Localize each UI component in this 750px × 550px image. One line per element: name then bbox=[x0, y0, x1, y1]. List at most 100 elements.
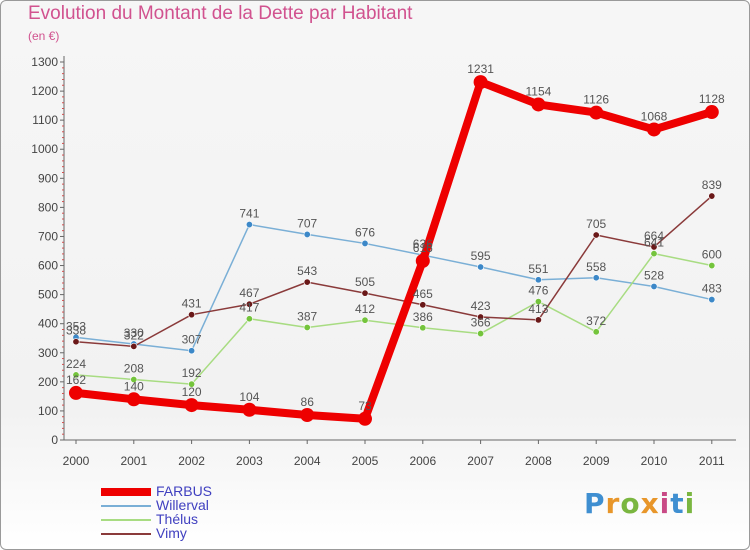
legend-label-vimy: Vimy bbox=[156, 525, 187, 541]
data-point-vimy bbox=[477, 313, 485, 321]
x-tick-label: 2011 bbox=[699, 454, 725, 468]
data-point-farbus bbox=[704, 105, 719, 120]
logo-letter: P bbox=[584, 487, 606, 520]
y-tick-label: 800 bbox=[38, 200, 58, 214]
data-label-vimy: 465 bbox=[413, 287, 433, 301]
logo-letter: i bbox=[659, 487, 671, 520]
series-farbus bbox=[69, 75, 719, 426]
data-label-willerval: 528 bbox=[644, 268, 664, 282]
data-label-farbus: 104 bbox=[239, 390, 259, 404]
data-label-willerval: 307 bbox=[182, 333, 202, 347]
data-labels: 162 140 120 104 86 73 616 1231 1154 1126 1068 1128 3… bbox=[66, 62, 725, 413]
data-point-vimy bbox=[245, 300, 253, 308]
data-point-farbus bbox=[647, 122, 661, 137]
legend-swatch-thelus bbox=[101, 519, 151, 521]
y-tick-label: 900 bbox=[38, 171, 58, 185]
data-label-thelus: 366 bbox=[471, 316, 491, 330]
data-point-thelus bbox=[72, 371, 80, 379]
data-point-thelus bbox=[188, 380, 196, 388]
data-label-thelus: 224 bbox=[66, 357, 86, 371]
data-label-willerval: 636 bbox=[413, 237, 433, 251]
series-line-willerval bbox=[75, 223, 713, 352]
data-label-vimy: 505 bbox=[355, 275, 375, 289]
data-point-thelus bbox=[534, 298, 542, 306]
data-point-vimy bbox=[592, 231, 600, 239]
x-tick-label: 2003 bbox=[236, 454, 263, 468]
y-tick-label: 1300 bbox=[31, 55, 58, 69]
legend-swatch-willerval bbox=[101, 505, 151, 507]
logo-letter: x bbox=[640, 487, 660, 520]
y-tick-label: 200 bbox=[38, 375, 58, 389]
x-tick-label: 2007 bbox=[467, 454, 494, 468]
data-label-willerval: 595 bbox=[471, 249, 491, 263]
data-label-farbus: 1154 bbox=[525, 84, 551, 98]
data-label-willerval: 558 bbox=[586, 260, 606, 274]
data-label-vimy: 338 bbox=[66, 324, 86, 338]
y-tick-label: 1000 bbox=[31, 142, 58, 156]
data-label-thelus: 208 bbox=[124, 362, 144, 376]
data-point-thelus bbox=[130, 376, 138, 384]
data-label-willerval: 676 bbox=[355, 225, 375, 239]
data-label-farbus: 616 bbox=[413, 241, 433, 255]
logo-letter: t bbox=[670, 487, 685, 520]
data-point-farbus bbox=[126, 392, 141, 407]
logo-letter: i bbox=[684, 487, 696, 520]
data-label-willerval: 707 bbox=[297, 216, 317, 230]
data-point-farbus bbox=[589, 105, 604, 120]
data-label-thelus: 476 bbox=[528, 284, 548, 298]
data-label-vimy: 413 bbox=[528, 302, 548, 316]
data-label-farbus: 1231 bbox=[467, 62, 494, 76]
chart-unit-label: (en €) bbox=[28, 29, 60, 43]
y-tick-label: 700 bbox=[38, 229, 58, 243]
legend-label-farbus: FARBUS bbox=[156, 483, 213, 499]
y-tick-label: 100 bbox=[38, 404, 58, 418]
data-point-thelus bbox=[708, 262, 716, 270]
y-tick-label: 1200 bbox=[31, 84, 58, 98]
data-point-thelus bbox=[245, 315, 253, 323]
x-tick-label: 2009 bbox=[583, 454, 610, 468]
data-label-farbus: 86 bbox=[301, 395, 315, 409]
y-tick-label: 0 bbox=[51, 433, 58, 447]
data-point-vimy bbox=[419, 301, 427, 309]
data-point-vimy bbox=[130, 342, 138, 350]
x-tick-label: 2004 bbox=[294, 454, 321, 468]
data-label-farbus: 120 bbox=[182, 385, 202, 399]
data-point-vimy bbox=[72, 338, 80, 346]
x-tick-label: 2001 bbox=[120, 454, 147, 468]
x-tick-label: 2002 bbox=[178, 454, 205, 468]
logo-letter: r bbox=[605, 487, 621, 520]
data-label-vimy: 322 bbox=[124, 328, 144, 342]
data-point-vimy bbox=[650, 243, 658, 251]
series-line-farbus bbox=[72, 78, 716, 423]
data-label-willerval: 330 bbox=[124, 326, 144, 340]
y-tick-label: 500 bbox=[38, 288, 58, 302]
data-label-vimy: 431 bbox=[182, 297, 202, 311]
data-label-farbus: 140 bbox=[124, 379, 144, 393]
data-label-thelus: 372 bbox=[586, 314, 606, 328]
data-point-thelus bbox=[419, 324, 427, 332]
series-thelus bbox=[72, 250, 716, 388]
data-point-farbus bbox=[242, 402, 257, 417]
data-label-willerval: 741 bbox=[239, 207, 259, 221]
data-point-farbus bbox=[473, 75, 488, 90]
data-label-farbus: 73 bbox=[358, 399, 372, 413]
data-label-thelus: 386 bbox=[413, 310, 433, 324]
y-tick-label: 300 bbox=[38, 346, 58, 360]
data-label-vimy: 839 bbox=[702, 178, 722, 192]
data-label-thelus: 600 bbox=[702, 248, 722, 262]
data-point-thelus bbox=[361, 316, 369, 324]
y-tick-label: 1100 bbox=[32, 113, 58, 127]
legend-swatch-farbus bbox=[101, 488, 151, 496]
proxiti-logo: Proxiti bbox=[584, 487, 695, 520]
data-point-willerval bbox=[708, 296, 716, 304]
data-label-farbus: 1126 bbox=[583, 93, 609, 107]
data-point-thelus bbox=[477, 330, 485, 338]
data-label-willerval: 551 bbox=[528, 262, 548, 276]
data-point-willerval bbox=[188, 347, 196, 355]
data-point-willerval bbox=[534, 276, 542, 284]
data-point-willerval bbox=[650, 282, 658, 290]
data-label-vimy: 664 bbox=[644, 229, 664, 243]
data-point-vimy bbox=[708, 192, 716, 200]
